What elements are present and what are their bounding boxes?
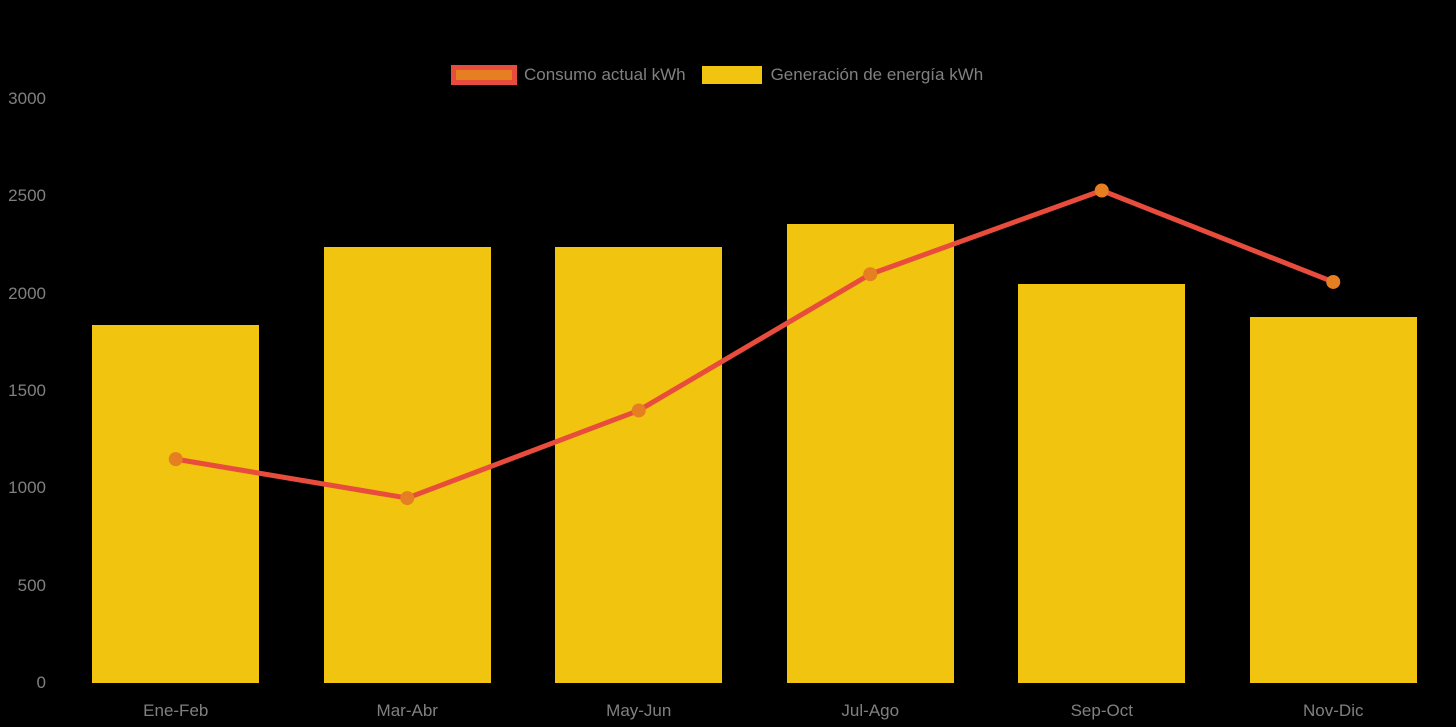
y-tick-label: 1000 [8, 478, 46, 498]
y-tick-label: 2000 [8, 283, 46, 303]
legend-item-generacion[interactable]: Generación de energía kWh [701, 65, 984, 85]
y-tick-label: 3000 [8, 89, 46, 108]
consumo-data-point [400, 491, 415, 506]
x-tick-label: Mar-Abr [376, 701, 438, 720]
legend-swatch-generacion [701, 66, 762, 84]
legend-swatch-consumo [451, 65, 517, 85]
chart-legend: Consumo actual kWh Generación de energía… [451, 61, 983, 89]
consumo-data-point [1094, 183, 1109, 198]
y-tick-label: 1500 [8, 381, 46, 400]
legend-label-generacion: Generación de energía kWh [770, 65, 984, 84]
bar-generacion [323, 246, 491, 683]
consumo-data-point [168, 452, 183, 467]
y-tick-label: 2500 [8, 186, 46, 206]
consumo-line [173, 187, 1336, 501]
x-tick-label: Nov-Dic [1303, 701, 1364, 720]
y-tick-label: 0 [36, 673, 46, 692]
bar-generacion [92, 324, 260, 683]
consumo-data-point [1326, 274, 1341, 289]
bar-generacion [555, 246, 723, 683]
bar-generacion [1249, 317, 1417, 683]
bar-generacion [786, 223, 954, 683]
consumo-data-point [863, 267, 878, 282]
y-tick-label: 500 [17, 575, 46, 595]
bar-generacion [1018, 283, 1186, 683]
legend-label-consumo: Consumo actual kWh [524, 65, 686, 84]
x-tick-label: Jul-Ago [841, 701, 900, 720]
legend-item-consumo[interactable]: Consumo actual kWh [451, 65, 686, 85]
x-tick-label: Sep-Oct [1070, 701, 1133, 720]
x-tick-label: May-Jun [606, 701, 672, 720]
x-tick-label: Ene-Feb [143, 701, 209, 720]
consumo-data-point [631, 403, 646, 418]
